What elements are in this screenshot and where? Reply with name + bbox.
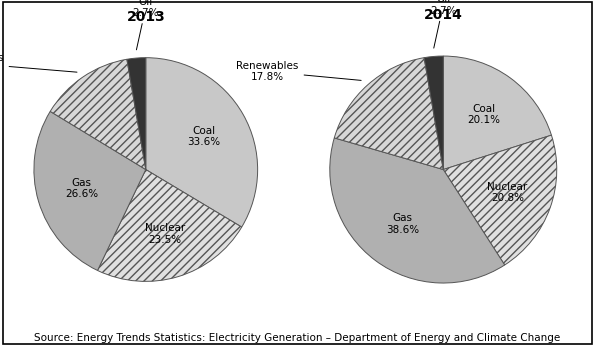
Text: Renewables
17.8%: Renewables 17.8% xyxy=(236,61,361,82)
Wedge shape xyxy=(443,135,557,265)
Wedge shape xyxy=(330,138,505,283)
Text: Renewables
13.6%: Renewables 13.6% xyxy=(0,53,77,74)
Text: Nuclear
23.5%: Nuclear 23.5% xyxy=(145,223,185,245)
Wedge shape xyxy=(34,111,146,271)
Wedge shape xyxy=(50,59,146,170)
Text: Gas
26.6%: Gas 26.6% xyxy=(65,178,98,200)
Wedge shape xyxy=(334,58,443,170)
Wedge shape xyxy=(146,58,258,227)
Title: 2014: 2014 xyxy=(424,8,463,22)
Text: Source: Energy Trends Statistics: Electricity Generation – Department of Energy : Source: Energy Trends Statistics: Electr… xyxy=(35,333,560,343)
Wedge shape xyxy=(127,58,146,170)
Text: Coal
20.1%: Coal 20.1% xyxy=(467,104,500,125)
Wedge shape xyxy=(98,170,242,281)
Wedge shape xyxy=(424,56,443,170)
Text: Nuclear
20.8%: Nuclear 20.8% xyxy=(487,182,527,203)
Title: 2013: 2013 xyxy=(126,10,165,24)
Text: Oil
2.7%: Oil 2.7% xyxy=(133,0,159,50)
Text: Coal
33.6%: Coal 33.6% xyxy=(187,126,221,147)
Wedge shape xyxy=(443,56,552,170)
Text: Oil
2.7%: Oil 2.7% xyxy=(430,0,456,48)
Text: Gas
38.6%: Gas 38.6% xyxy=(386,213,419,235)
